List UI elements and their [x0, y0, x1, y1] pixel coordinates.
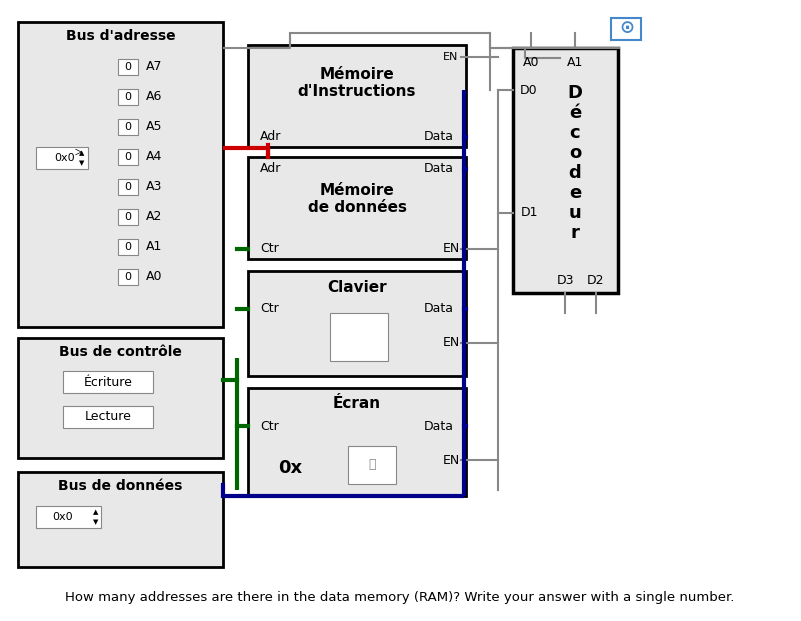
- Text: 0: 0: [124, 62, 131, 72]
- Text: Data: Data: [424, 130, 454, 143]
- Text: D0: D0: [520, 83, 537, 96]
- Text: D2: D2: [587, 274, 605, 288]
- FancyBboxPatch shape: [248, 45, 466, 147]
- Text: 0: 0: [124, 272, 131, 282]
- Text: ⊙: ⊙: [619, 19, 634, 37]
- FancyBboxPatch shape: [118, 89, 138, 105]
- FancyBboxPatch shape: [18, 22, 223, 327]
- Text: A2: A2: [146, 211, 163, 224]
- Text: o: o: [569, 144, 581, 162]
- FancyBboxPatch shape: [118, 209, 138, 225]
- FancyBboxPatch shape: [248, 388, 466, 496]
- Text: How many addresses are there in the data memory (RAM)? Write your answer with a : How many addresses are there in the data…: [66, 591, 735, 604]
- Text: Ctr: Ctr: [260, 420, 279, 432]
- Text: Écran: Écran: [333, 396, 381, 412]
- Text: A3: A3: [146, 181, 163, 194]
- Text: EN: EN: [442, 242, 460, 255]
- Text: 0: 0: [124, 212, 131, 222]
- Text: 0x0: 0x0: [54, 153, 74, 163]
- Text: ▼: ▼: [79, 160, 85, 166]
- FancyBboxPatch shape: [18, 472, 223, 567]
- Text: é: é: [569, 104, 581, 122]
- Text: Bus de données: Bus de données: [58, 479, 183, 493]
- Text: Data: Data: [424, 302, 454, 315]
- Text: Ctr: Ctr: [260, 302, 279, 315]
- Text: Adr: Adr: [260, 163, 281, 176]
- Text: Data: Data: [424, 420, 454, 432]
- Text: 0: 0: [124, 122, 131, 132]
- FancyBboxPatch shape: [118, 149, 138, 165]
- Text: Lecture: Lecture: [85, 410, 131, 424]
- FancyBboxPatch shape: [330, 313, 388, 361]
- Text: Clavier: Clavier: [327, 279, 387, 294]
- Text: 0x0: 0x0: [52, 512, 73, 522]
- FancyBboxPatch shape: [118, 119, 138, 135]
- Text: 0: 0: [124, 92, 131, 102]
- Text: Ctr: Ctr: [260, 242, 279, 255]
- FancyBboxPatch shape: [63, 371, 153, 393]
- Text: A0: A0: [523, 55, 539, 68]
- Text: D1: D1: [521, 207, 537, 219]
- Text: A1: A1: [146, 240, 163, 253]
- Text: e: e: [569, 184, 581, 202]
- Text: 0: 0: [124, 182, 131, 192]
- FancyBboxPatch shape: [63, 406, 153, 428]
- Text: c: c: [570, 124, 580, 142]
- Text: Bus d'adresse: Bus d'adresse: [66, 29, 175, 43]
- Text: u: u: [569, 204, 582, 222]
- Text: ▼: ▼: [93, 519, 99, 525]
- FancyBboxPatch shape: [118, 59, 138, 75]
- FancyBboxPatch shape: [36, 147, 88, 169]
- FancyBboxPatch shape: [36, 506, 101, 528]
- Text: d: d: [569, 164, 582, 182]
- Text: r: r: [570, 224, 579, 242]
- Text: 0x: 0x: [278, 459, 302, 477]
- FancyBboxPatch shape: [118, 269, 138, 285]
- Text: 0: 0: [124, 152, 131, 162]
- Text: EN: EN: [442, 453, 460, 466]
- FancyBboxPatch shape: [248, 271, 466, 376]
- Text: 0: 0: [124, 242, 131, 252]
- Text: ⬜: ⬜: [368, 458, 376, 471]
- Text: ▲: ▲: [79, 150, 85, 156]
- Text: Mémoire
d'Instructions: Mémoire d'Instructions: [298, 67, 417, 99]
- FancyBboxPatch shape: [118, 179, 138, 195]
- Text: A7: A7: [146, 60, 163, 73]
- Text: ▲: ▲: [93, 509, 99, 515]
- Text: A0: A0: [146, 271, 163, 284]
- Text: A1: A1: [567, 55, 583, 68]
- Text: Écriture: Écriture: [83, 376, 132, 389]
- Text: A4: A4: [146, 150, 163, 163]
- FancyBboxPatch shape: [513, 48, 618, 293]
- FancyBboxPatch shape: [348, 446, 396, 484]
- Text: Bus de contrôle: Bus de contrôle: [59, 345, 182, 359]
- Text: Adr: Adr: [260, 130, 281, 143]
- Text: D: D: [567, 84, 582, 102]
- Text: EN: EN: [443, 52, 459, 62]
- FancyBboxPatch shape: [18, 338, 223, 458]
- Text: A6: A6: [146, 91, 163, 104]
- Text: A5: A5: [146, 120, 163, 134]
- FancyBboxPatch shape: [118, 239, 138, 255]
- FancyBboxPatch shape: [248, 157, 466, 259]
- Text: Data: Data: [424, 163, 454, 176]
- Text: Mémoire
de données: Mémoire de données: [308, 183, 406, 215]
- Text: EN: EN: [442, 337, 460, 350]
- Text: D3: D3: [556, 274, 574, 288]
